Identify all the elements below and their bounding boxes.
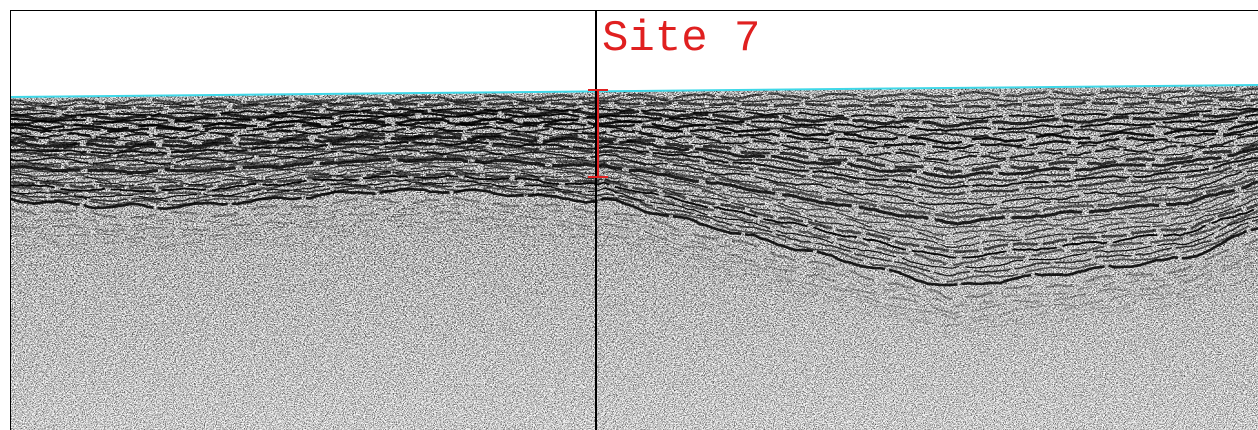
seismic-profile: Site 7 — [0, 0, 1258, 430]
page: Site 7 (() => { const data = JSON.parse(… — [0, 0, 1258, 430]
site-label: Site 7 — [602, 14, 760, 64]
sediment — [10, 80, 1258, 430]
